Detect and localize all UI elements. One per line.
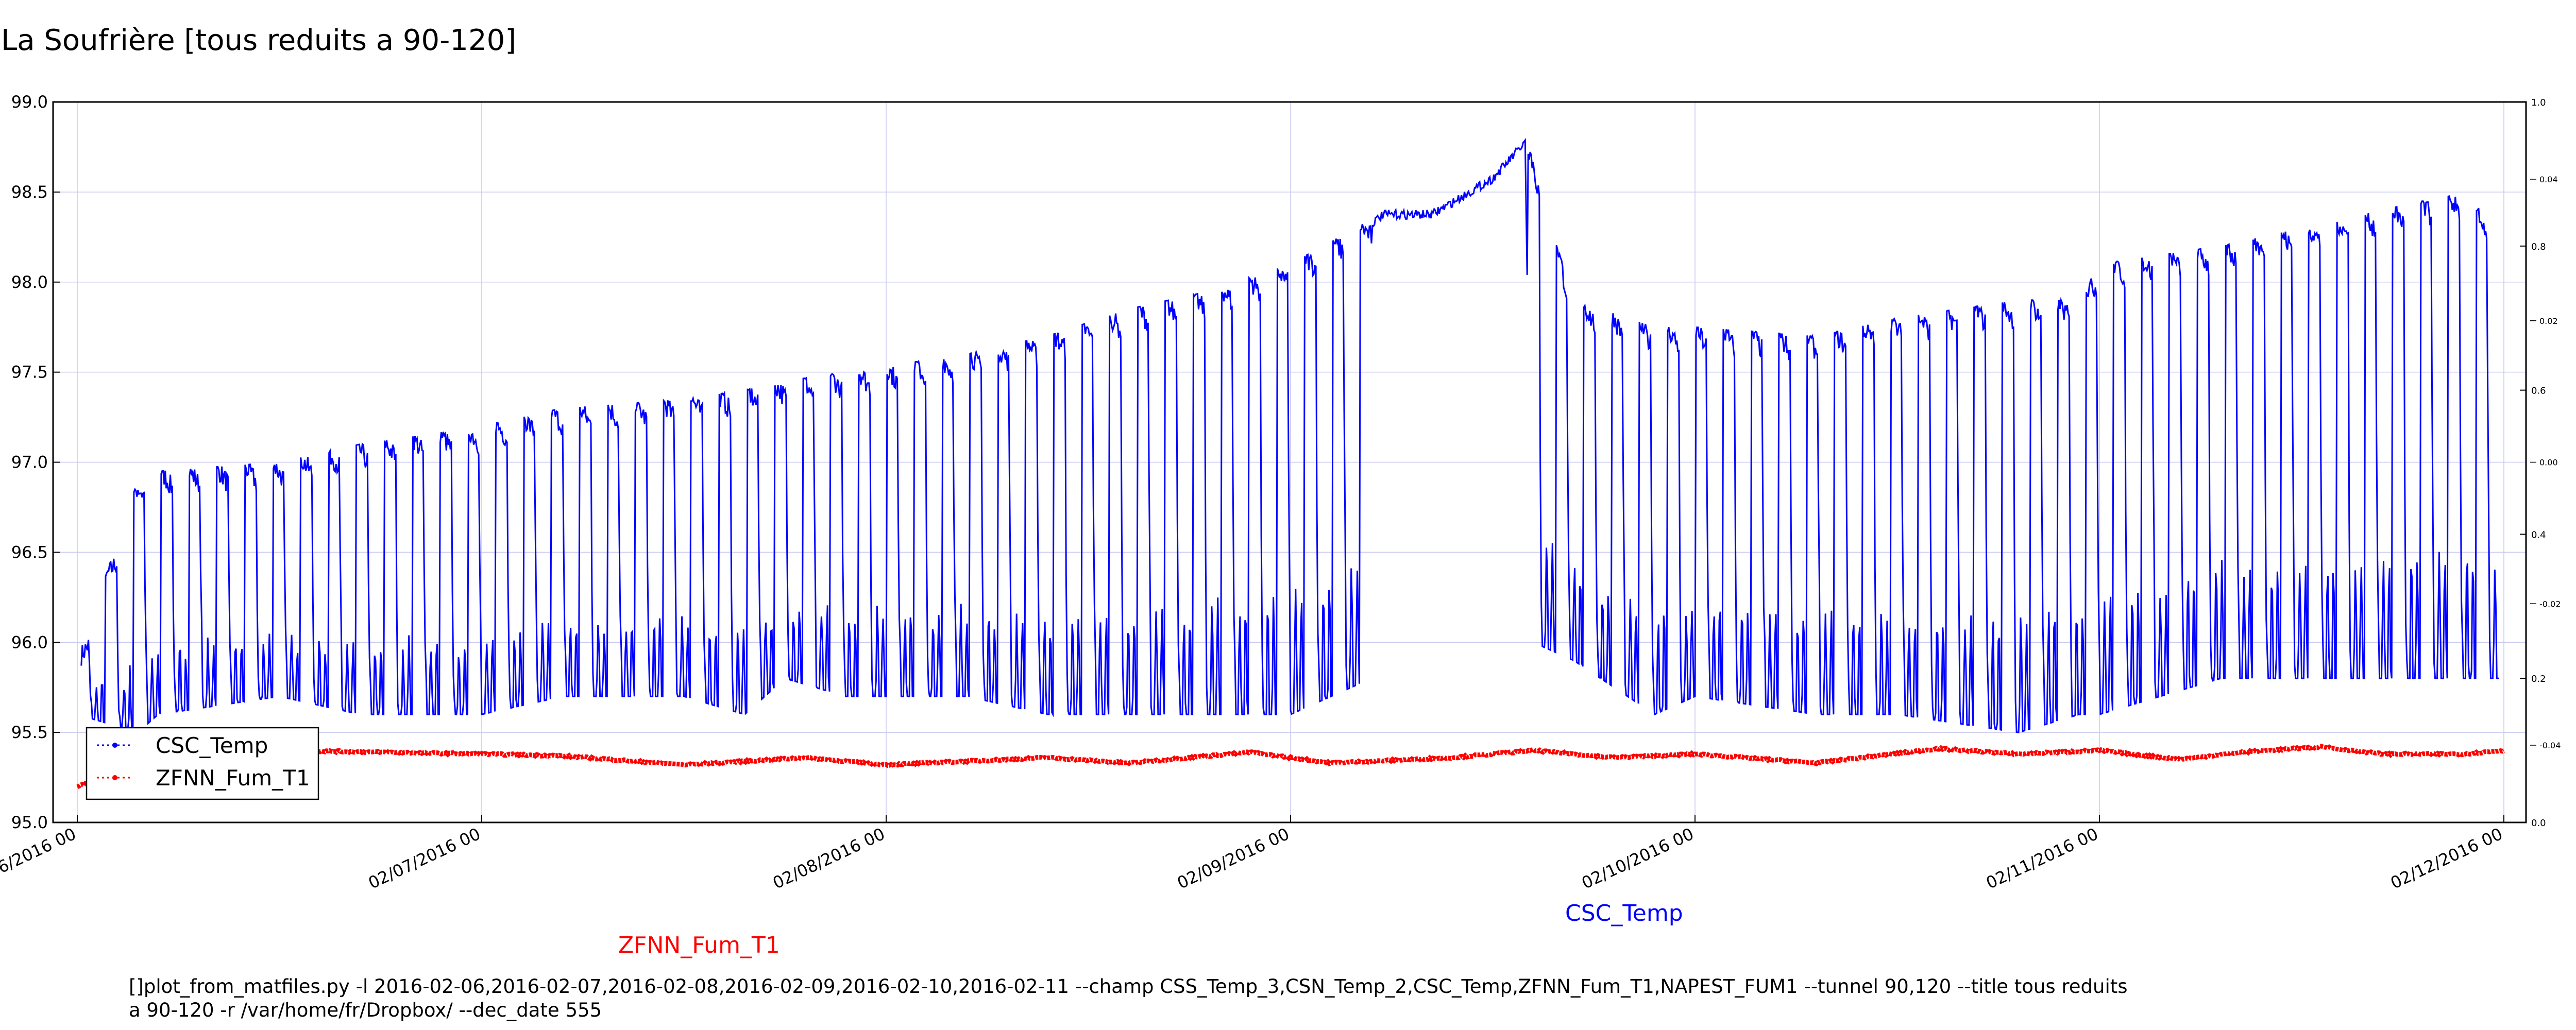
command-line-text: []plot_from_matfiles.py -l 2016-02-06,20… (129, 975, 2134, 1021)
right-inner-tick-label: -0.04 (2539, 741, 2561, 750)
right-axis: 0.0 0.2 0.4 0.6 0.8 1.0 -0.04 -0.02 0.00 0.02 0.04 (2520, 97, 2561, 829)
legend-box (86, 727, 319, 800)
y-tick-label: 95.5 (11, 723, 48, 742)
csc-temp-series-line (80, 138, 2499, 733)
y-axis: 95.0 95.5 96.0 96.5 97.0 97.5 98.0 98.5 99.0 (11, 92, 60, 832)
legend-label: CSC_Temp (156, 733, 268, 758)
x-tick-label: 02/11/2016 00 (1983, 824, 2101, 893)
right-tick-label: 0.0 (2531, 818, 2546, 829)
right-inner-tick-label: 0.00 (2539, 458, 2558, 468)
right-tick-label: 0.4 (2531, 529, 2546, 540)
y-tick-label: 96.5 (11, 542, 48, 562)
series-layer (76, 138, 2505, 789)
right-inner-tick-label: 0.02 (2539, 316, 2558, 326)
x-tick-label: 02/08/2016 00 (770, 824, 888, 893)
right-tick-label: 0.2 (2531, 674, 2546, 684)
zfnn-fum-t1-label: ZFNN_Fum_T1 (618, 932, 780, 958)
chart-title: La Soufrière [tous reduits a 90-120] (1, 24, 517, 57)
legend-marker (112, 775, 117, 780)
x-axis: 02/06/2016 00 02/07/2016 00 02/08/2016 00 0… (0, 815, 2505, 893)
legend: CSC_Temp ZFNN_Fum_T1 (86, 727, 319, 800)
x-tick-label: 02/09/2016 00 (1174, 824, 1292, 893)
y-tick-label: 97.5 (11, 363, 48, 382)
right-tick-label: 1.0 (2531, 97, 2546, 108)
y-tick-label: 98.5 (11, 182, 48, 202)
y-tick-label: 97.0 (11, 453, 48, 472)
y-tick-label: 99.0 (11, 92, 48, 112)
x-tick-label: 02/07/2016 00 (365, 824, 483, 893)
csc-temp-label: CSC_Temp (1565, 900, 1683, 926)
right-inner-tick-label: -0.02 (2539, 599, 2561, 609)
legend-marker (112, 743, 117, 748)
right-inner-tick-label: 0.04 (2539, 175, 2558, 184)
x-tick-label: 02/10/2016 00 (1579, 824, 1697, 893)
right-tick-label: 0.8 (2531, 242, 2546, 252)
x-tick-label: 02/12/2016 00 (2387, 824, 2505, 893)
grid-lines (53, 101, 2526, 823)
zfnn-fum-t1-series-line (76, 743, 2505, 789)
right-tick-label: 0.6 (2531, 386, 2546, 397)
x-tick-label: 02/06/2016 00 (0, 824, 79, 893)
y-tick-label: 98.0 (11, 272, 48, 292)
y-tick-label: 96.0 (11, 632, 48, 652)
y-tick-label: 95.0 (11, 813, 48, 832)
legend-label: ZFNN_Fum_T1 (156, 765, 310, 791)
